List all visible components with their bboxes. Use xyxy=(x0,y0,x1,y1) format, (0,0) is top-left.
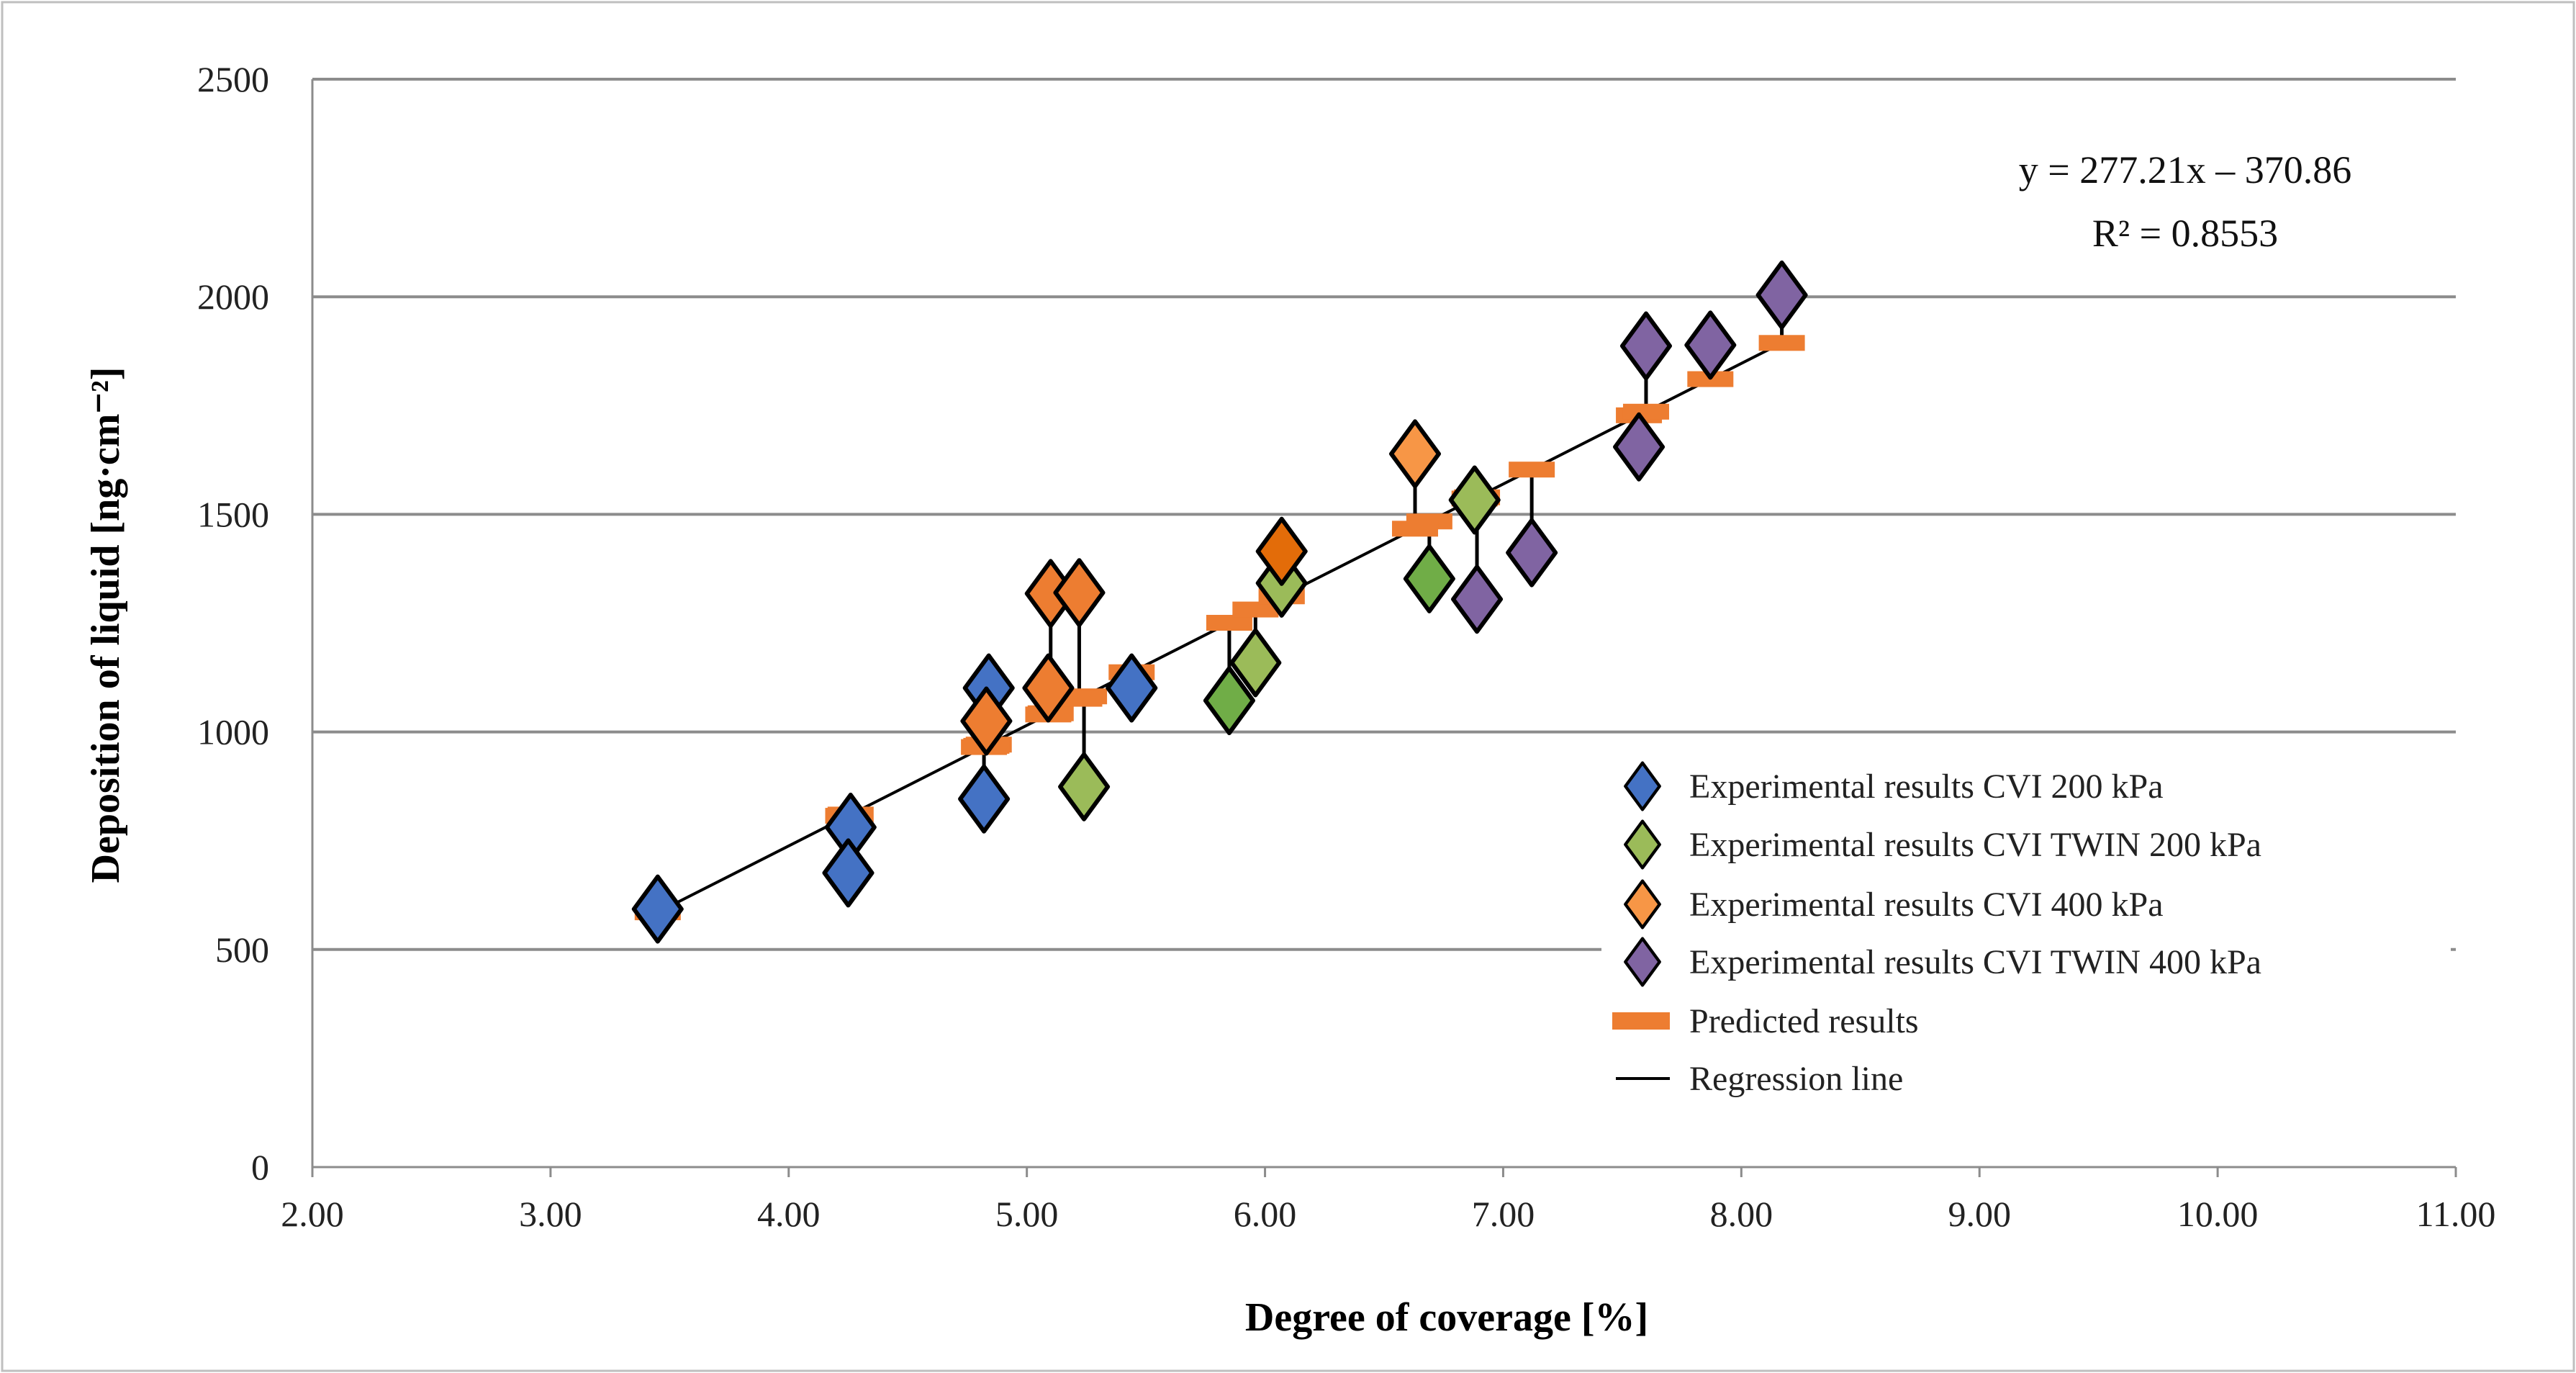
legend-marker xyxy=(1624,819,1661,870)
predicted-marker xyxy=(1232,601,1279,618)
y-tick-label: 1000 xyxy=(197,712,269,752)
data-point-series-2 xyxy=(1448,465,1501,535)
x-axis-title: Degree of coverage [%] xyxy=(1245,1295,1648,1340)
data-point-series-4 xyxy=(1613,412,1666,482)
data-point-series-4 xyxy=(1451,564,1504,634)
legend-marker xyxy=(1624,879,1661,929)
x-tick-label: 9.00 xyxy=(1948,1194,2011,1234)
data-point-series-3 xyxy=(1053,558,1106,628)
data-point-series-4 xyxy=(1755,260,1808,330)
data-point-series-2 xyxy=(1203,666,1255,736)
legend-background xyxy=(1601,749,2451,1117)
x-tick-label: 6.00 xyxy=(1234,1194,1297,1234)
data-point-series-2 xyxy=(1403,544,1455,613)
x-tick-label: 3.00 xyxy=(519,1194,582,1234)
legend-label: Experimental results CVI 200 kPa xyxy=(1689,767,2164,806)
y-tick-label: 0 xyxy=(251,1147,269,1187)
predicted-marker xyxy=(1206,615,1252,631)
predicted-marker xyxy=(1622,403,1669,420)
data-point-series-3 xyxy=(960,686,1013,756)
data-point-series-4 xyxy=(1506,518,1558,588)
data-point-series-2 xyxy=(1229,628,1282,698)
x-tick-label: 5.00 xyxy=(995,1194,1059,1234)
x-tick-label: 7.00 xyxy=(1472,1194,1535,1234)
data-point-series-3 xyxy=(1389,419,1442,489)
r-squared: R² = 0.8553 xyxy=(2092,212,2278,255)
y-tick-label: 2500 xyxy=(197,59,269,99)
predicted-marker xyxy=(1509,462,1555,478)
regression-equation: y = 277.21x – 370.86 xyxy=(2019,148,2351,192)
data-point-series-1 xyxy=(631,874,684,944)
y-axis-title: Deposition of liquid [ng·cm⁻²] xyxy=(83,367,128,883)
predicted-marker xyxy=(1758,335,1805,351)
data-point-series-4 xyxy=(1684,310,1737,380)
legend-marker xyxy=(1624,761,1661,811)
legend-marker xyxy=(1624,937,1661,987)
data-point-series-1 xyxy=(958,764,1011,834)
x-tick-label: 4.00 xyxy=(757,1194,821,1234)
data-point-series-3 xyxy=(1255,516,1308,586)
predicted-marker xyxy=(1392,521,1439,537)
x-tick-label: 2.00 xyxy=(281,1194,344,1234)
legend-label: Experimental results CVI TWIN 200 kPa xyxy=(1689,826,2261,864)
x-tick-label: 10.00 xyxy=(2177,1194,2259,1234)
data-point-series-3 xyxy=(1022,653,1075,723)
data-point-series-4 xyxy=(1619,311,1672,381)
legend-label: Predicted results xyxy=(1689,1002,1919,1040)
legend: Experimental results CVI 200 kPa Experime… xyxy=(1601,749,2451,1117)
data-point-series-1 xyxy=(1106,653,1158,723)
y-tick-label: 2000 xyxy=(197,276,269,317)
legend-label: Regression line xyxy=(1689,1060,1903,1098)
x-tick-label: 8.00 xyxy=(1710,1194,1773,1234)
x-tick-label: 11.00 xyxy=(2416,1194,2496,1234)
legend-marker-predicted xyxy=(1612,1012,1670,1030)
data-point-series-1 xyxy=(822,838,875,908)
legend-label: Experimental results CVI 400 kPa xyxy=(1689,886,2164,924)
legend-label: Experimental results CVI TWIN 400 kPa xyxy=(1689,943,2261,981)
data-point-series-2 xyxy=(1058,752,1111,821)
y-tick-label: 1500 xyxy=(197,494,269,534)
y-tick-label: 500 xyxy=(215,929,269,970)
